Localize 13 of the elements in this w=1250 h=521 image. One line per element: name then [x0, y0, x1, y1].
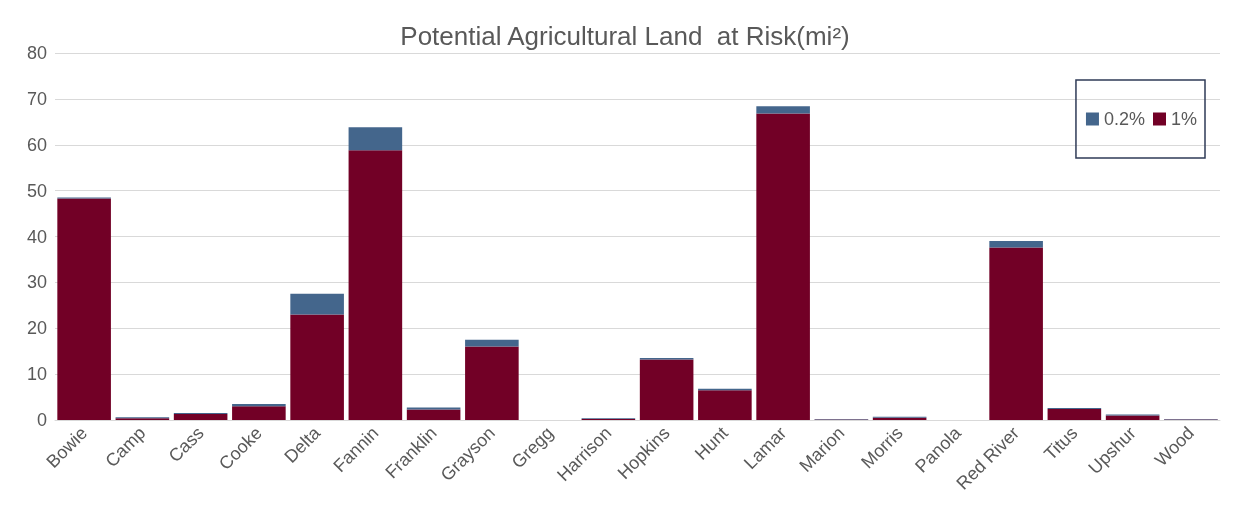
y-tick-label: 70	[26, 88, 47, 109]
y-tick-label: 30	[26, 272, 47, 293]
chart-title: Potential Agricultural Land at Risk(mi²)	[400, 21, 850, 51]
y-tick-label: 80	[26, 43, 47, 63]
y-tick-label: 0	[36, 410, 47, 430]
x-tick-label: Titus	[1040, 422, 1082, 465]
y-tick-label: 60	[26, 134, 47, 155]
y-tick-label: 10	[26, 364, 47, 385]
legend-label: 0.2%	[1103, 109, 1145, 129]
y-tick-label: 50	[26, 180, 47, 201]
y-tick-label: 20	[26, 318, 47, 339]
y-tick-label: 40	[26, 226, 47, 247]
legend-label: 1%	[1170, 109, 1197, 129]
